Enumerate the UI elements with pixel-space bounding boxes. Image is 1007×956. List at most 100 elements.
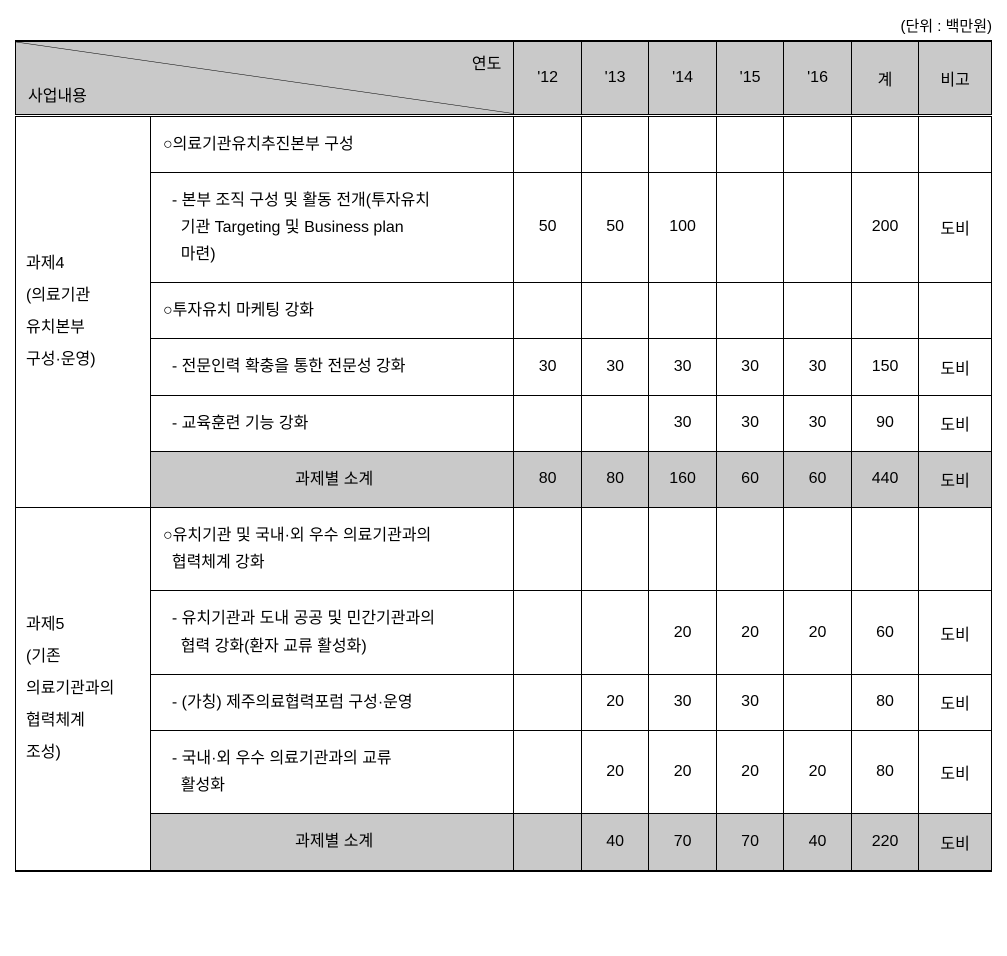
- subtotal-row: 과제별 소계 40 70 70 40 220 도비: [16, 814, 992, 871]
- subtotal-label: 과제별 소계: [150, 451, 513, 507]
- value-cell: 30: [649, 395, 716, 451]
- value-cell: 80: [851, 730, 918, 813]
- desc-cell: - 국내·외 우수 의료기관과의 교류 활성화: [150, 730, 513, 813]
- col-sum: 계: [851, 41, 918, 115]
- value-cell: [716, 283, 783, 339]
- value-cell: [514, 283, 581, 339]
- value-cell: 50: [581, 172, 648, 283]
- col-y13: '13: [581, 41, 648, 115]
- value-cell: 30: [784, 395, 851, 451]
- value-cell: [514, 674, 581, 730]
- note-cell: [919, 115, 992, 172]
- value-cell: [514, 115, 581, 172]
- col-note: 비고: [919, 41, 992, 115]
- value-cell: [514, 814, 581, 871]
- value-cell: [851, 283, 918, 339]
- value-cell: 30: [716, 339, 783, 395]
- value-cell: 30: [716, 395, 783, 451]
- value-cell: 30: [581, 339, 648, 395]
- note-cell: 도비: [919, 172, 992, 283]
- value-cell: 220: [851, 814, 918, 871]
- subtotal-label: 과제별 소계: [150, 814, 513, 871]
- table-row: - 교육훈련 기능 강화 30 30 30 90 도비: [16, 395, 992, 451]
- table-row: - (가칭) 제주의료협력포럼 구성·운영 20 30 30 80 도비: [16, 674, 992, 730]
- note-cell: 도비: [919, 730, 992, 813]
- value-cell: 20: [581, 674, 648, 730]
- value-cell: 60: [716, 451, 783, 507]
- table-row: - 국내·외 우수 의료기관과의 교류 활성화 20 20 20 20 80 도…: [16, 730, 992, 813]
- col-y16: '16: [784, 41, 851, 115]
- value-cell: [784, 115, 851, 172]
- value-cell: 60: [851, 591, 918, 674]
- value-cell: 20: [649, 591, 716, 674]
- value-cell: [514, 395, 581, 451]
- value-cell: 20: [784, 730, 851, 813]
- value-cell: [716, 115, 783, 172]
- value-cell: 20: [716, 591, 783, 674]
- value-cell: 20: [649, 730, 716, 813]
- value-cell: [649, 283, 716, 339]
- value-cell: 70: [716, 814, 783, 871]
- value-cell: 50: [514, 172, 581, 283]
- table-row: 과제4 (의료기관 유치본부 구성·운영) ○의료기관유치추진본부 구성: [16, 115, 992, 172]
- value-cell: 30: [716, 674, 783, 730]
- category-task5: 과제5 (기존 의료기관과의 협력체계 조성): [16, 508, 151, 871]
- value-cell: [784, 674, 851, 730]
- value-cell: [581, 115, 648, 172]
- col-y12: '12: [514, 41, 581, 115]
- desc-cell: - 유치기관과 도내 공공 및 민간기관과의 협력 강화(환자 교류 활성화): [150, 591, 513, 674]
- value-cell: 60: [784, 451, 851, 507]
- table-row: - 전문인력 확충을 통한 전문성 강화 30 30 30 30 30 150 …: [16, 339, 992, 395]
- diag-header: 연도 사업내용: [16, 41, 514, 115]
- table-row: ○투자유치 마케팅 강화: [16, 283, 992, 339]
- table-row: 과제5 (기존 의료기관과의 협력체계 조성) ○유치기관 및 국내·외 우수 …: [16, 508, 992, 591]
- desc-cell: - 교육훈련 기능 강화: [150, 395, 513, 451]
- value-cell: 90: [851, 395, 918, 451]
- value-cell: 40: [581, 814, 648, 871]
- value-cell: 20: [784, 591, 851, 674]
- desc-cell: ○유치기관 및 국내·외 우수 의료기관과의 협력체계 강화: [150, 508, 513, 591]
- value-cell: 80: [514, 451, 581, 507]
- value-cell: [851, 508, 918, 591]
- value-cell: [851, 115, 918, 172]
- value-cell: [784, 283, 851, 339]
- value-cell: [514, 508, 581, 591]
- value-cell: [581, 508, 648, 591]
- value-cell: 30: [649, 339, 716, 395]
- desc-cell: ○의료기관유치추진본부 구성: [150, 115, 513, 172]
- budget-table: 연도 사업내용 '12 '13 '14 '15 '16 계 비고 과제4 (의료…: [15, 40, 992, 872]
- value-cell: 30: [784, 339, 851, 395]
- note-cell: [919, 508, 992, 591]
- note-cell: 도비: [919, 339, 992, 395]
- desc-cell: - 본부 조직 구성 및 활동 전개(투자유치 기관 Targeting 및 B…: [150, 172, 513, 283]
- desc-cell: - 전문인력 확충을 통한 전문성 강화: [150, 339, 513, 395]
- table-row: - 유치기관과 도내 공공 및 민간기관과의 협력 강화(환자 교류 활성화) …: [16, 591, 992, 674]
- col-y14: '14: [649, 41, 716, 115]
- value-cell: [784, 508, 851, 591]
- value-cell: 30: [649, 674, 716, 730]
- subtotal-row: 과제별 소계 80 80 160 60 60 440 도비: [16, 451, 992, 507]
- note-cell: [919, 283, 992, 339]
- value-cell: 440: [851, 451, 918, 507]
- header-saeop: 사업내용: [28, 82, 87, 106]
- note-cell: 도비: [919, 814, 992, 871]
- note-cell: 도비: [919, 451, 992, 507]
- value-cell: [581, 395, 648, 451]
- value-cell: [649, 115, 716, 172]
- value-cell: 80: [581, 451, 648, 507]
- value-cell: 20: [716, 730, 783, 813]
- note-cell: 도비: [919, 395, 992, 451]
- value-cell: [514, 730, 581, 813]
- note-cell: 도비: [919, 591, 992, 674]
- unit-note: (단위 : 백만원): [15, 15, 992, 36]
- col-y15: '15: [716, 41, 783, 115]
- value-cell: 20: [581, 730, 648, 813]
- value-cell: [716, 508, 783, 591]
- value-cell: [581, 591, 648, 674]
- desc-cell: ○투자유치 마케팅 강화: [150, 283, 513, 339]
- value-cell: 80: [851, 674, 918, 730]
- value-cell: [649, 508, 716, 591]
- value-cell: 70: [649, 814, 716, 871]
- value-cell: 150: [851, 339, 918, 395]
- table-row: - 본부 조직 구성 및 활동 전개(투자유치 기관 Targeting 및 B…: [16, 172, 992, 283]
